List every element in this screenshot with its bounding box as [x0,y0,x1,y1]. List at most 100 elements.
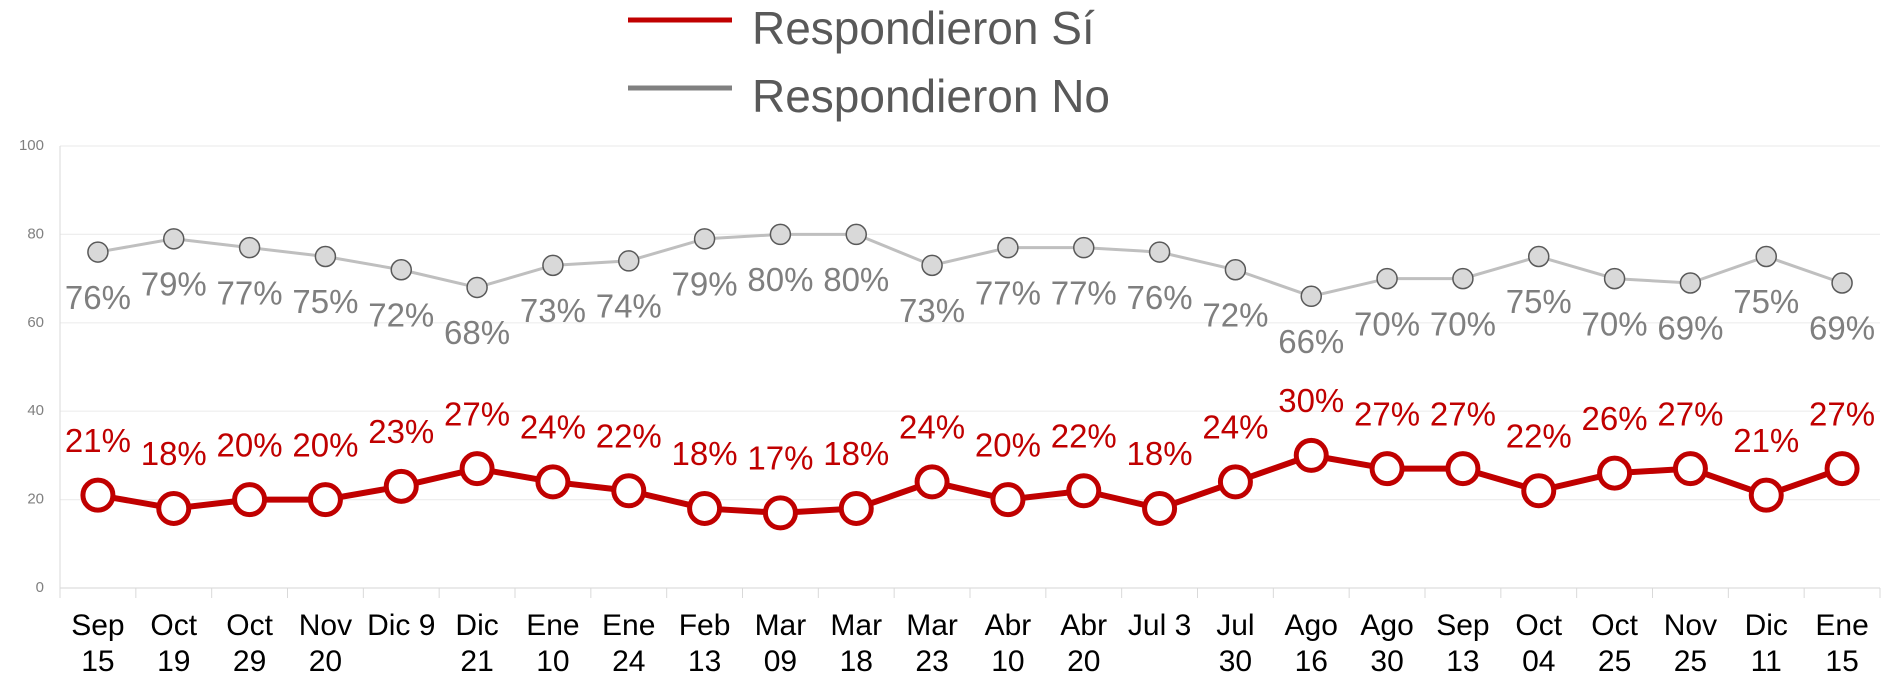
x-tick-label: Mar 18 [830,609,883,675]
data-label: 27% [1430,395,1496,432]
data-label: 18% [141,435,207,472]
legend-label: Respondieron Sí [752,2,1095,54]
data-label: 26% [1582,400,1648,437]
marker [611,473,647,509]
data-label: 27% [444,395,510,432]
marker [156,490,192,526]
marker [1597,455,1633,491]
x-tick-label: Sep 15 [71,609,125,675]
data-label: 73% [520,292,586,329]
y-tick-label: 40 [27,402,44,419]
data-label: 72% [1202,296,1268,333]
x-tick-label: Oct 29 [226,609,273,675]
data-label: 24% [520,409,586,446]
marker [921,254,943,277]
marker [1452,267,1474,290]
data-label: 75% [1506,283,1572,320]
marker [1528,245,1550,268]
marker [1073,236,1095,259]
marker [163,228,185,250]
marker [390,259,412,281]
data-label: 77% [1051,274,1117,311]
data-label: 21% [1733,422,1799,459]
marker [238,236,261,259]
data-label: 18% [823,435,889,472]
x-tick-label: Oct 25 [1591,609,1638,675]
data-label: 23% [368,413,434,450]
data-label: 17% [747,440,813,477]
marker [1755,245,1777,268]
x-tick-label: Jul 30 [1216,609,1255,675]
marker [1445,451,1481,487]
x-tick-label: Dic 9 [367,609,436,642]
x-tick-label: Nov 25 [1663,609,1718,675]
data-label: 75% [1733,283,1799,320]
data-label: 80% [747,261,813,298]
marker [769,223,792,246]
x-tick-label: Ene 24 [602,609,656,675]
marker [535,464,571,500]
marker [990,482,1026,518]
marker [459,451,495,487]
marker [1293,437,1329,473]
marker [1148,241,1171,263]
y-tick-label: 60 [27,314,44,331]
data-label: 77% [975,274,1041,311]
x-tick-label: Ago 30 [1360,609,1414,675]
x-tick-label: Jul 3 [1127,609,1192,642]
data-label: 22% [596,417,662,454]
x-tick-label: Ene 10 [526,609,580,675]
x-tick-label: Abr 10 [984,609,1032,675]
marker [80,477,116,513]
data-label: 18% [672,435,738,472]
data-label: 77% [217,274,283,311]
x-tick-label: Ene 15 [1815,609,1869,675]
data-label: 76% [1127,279,1193,316]
marker [1142,490,1178,526]
data-label: 75% [292,283,358,320]
y-tick-label: 100 [19,137,44,154]
marker [314,245,337,268]
marker [1603,267,1626,290]
marker [1672,451,1708,487]
marker [838,490,874,526]
data-label: 27% [1354,395,1420,432]
data-label: 79% [141,266,207,303]
data-label: 66% [1278,323,1344,360]
marker [87,241,109,263]
x-tick-label: Oct 19 [150,609,198,675]
x-tick-label: Dic 21 [455,609,499,675]
data-label: 21% [65,422,131,459]
data-label: 24% [1202,409,1268,446]
marker [1824,451,1860,487]
marker [1521,473,1557,509]
x-tick-label: Sep 13 [1436,609,1490,675]
x-tick-label: Feb 13 [678,609,731,675]
data-label: 79% [672,266,738,303]
marker [618,250,640,272]
x-tick-label: Nov 20 [298,609,353,675]
data-label: 20% [292,426,358,463]
series-line [97,232,1843,298]
marker [383,468,419,504]
data-label: 73% [899,292,965,329]
marker [1066,473,1102,509]
marker [1831,272,1853,294]
x-tick-label: Ago 16 [1284,609,1338,675]
marker [762,495,798,531]
marker [1748,477,1784,513]
marker [845,223,867,246]
data-label: 70% [1582,305,1648,342]
data-label: 30% [1278,382,1344,419]
data-label: 68% [444,314,510,351]
marker [1369,451,1405,487]
marker [914,464,950,500]
x-tick-label: Oct 04 [1515,609,1563,675]
y-tick-label: 20 [27,491,44,508]
legend-label: Respondieron No [752,70,1110,122]
marker [1376,267,1398,290]
data-label: 18% [1127,435,1193,472]
data-label: 80% [823,261,889,298]
data-label: 22% [1051,417,1117,454]
